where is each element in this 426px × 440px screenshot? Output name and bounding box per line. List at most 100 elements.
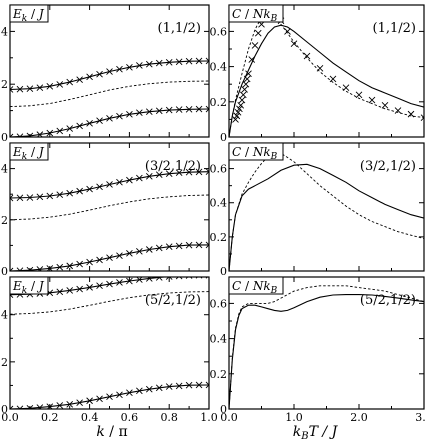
data-point-marker: [155, 277, 163, 281]
data-point-marker: [106, 114, 113, 122]
data-point-marker: [155, 244, 163, 252]
data-point-marker: [56, 288, 64, 296]
y-tick-label: 0.2: [210, 368, 228, 381]
data-point-marker: [56, 402, 64, 409]
data-point-marker: [46, 192, 54, 200]
panel-annotation: (3/2,1/2): [360, 159, 416, 174]
data-point-marker: [355, 91, 363, 99]
y-axis-label-nk: Nk: [252, 7, 271, 21]
y-axis-label: Ek / J: [12, 145, 45, 162]
y-axis-label: C / NkB: [232, 145, 278, 162]
data-point-marker: [116, 178, 123, 186]
data-point-marker: [56, 127, 64, 135]
data-point-marker: [16, 133, 24, 137]
data-point-marker: [106, 393, 113, 401]
y-axis-label-nk: Nk: [252, 145, 271, 159]
y-tick-label: 0.4: [210, 61, 228, 74]
data-point-marker: [195, 168, 203, 176]
y-tick-label: 0: [220, 403, 227, 416]
data-point-marker: [26, 85, 34, 93]
data-point-marker: [26, 194, 34, 201]
data-point-marker: [329, 75, 337, 83]
data-point-marker: [136, 109, 143, 117]
x-tick-label: 0.2: [41, 411, 59, 424]
y-axis-label-c: C: [232, 145, 241, 159]
y-axis-label-frame: [9, 276, 49, 295]
data-point-marker: [165, 170, 173, 178]
data-point-marker: [96, 117, 103, 124]
data-point-marker: [165, 277, 173, 280]
data-point-marker: [10, 267, 14, 271]
data-point-marker: [66, 189, 74, 197]
data-point-marker: [155, 171, 163, 179]
data-point-marker: [394, 107, 402, 114]
data-point-marker: [165, 243, 173, 250]
data-point-marker: [136, 277, 143, 283]
y-tick-label: 0: [1, 131, 8, 144]
x-axis-label-right-rest: T / J: [309, 424, 339, 440]
data-point-marker: [381, 102, 389, 109]
dashed-series-line: [229, 152, 424, 271]
y-axis-label-e: E: [12, 279, 22, 293]
y-axis-label-j: J: [36, 145, 45, 159]
data-point-marker: [116, 279, 123, 286]
y-axis-label-sub: B: [270, 286, 278, 296]
data-point-marker: [66, 287, 74, 294]
data-point-marker: [56, 81, 64, 88]
y-axis-label-box: Ek / J: [9, 142, 49, 162]
x-axis-label-right-sub: B: [300, 431, 308, 440]
data-point-marker: [175, 242, 183, 250]
data-point-marker: [126, 63, 133, 71]
data-point-marker: [116, 252, 123, 259]
axis-labels-layer: k / π kBT / J: [96, 424, 338, 440]
data-point-marker: [236, 105, 243, 113]
y-axis-label-slash: /: [241, 7, 253, 21]
data-point-marker: [248, 56, 256, 63]
data-point-marker: [56, 191, 64, 199]
y-axis-label-box: Ek / J: [9, 276, 49, 296]
solid-series-line: [229, 163, 424, 271]
x-tick-label: 0.4: [81, 411, 99, 424]
solid-series-line: [10, 60, 209, 91]
panel-annotation: (1,1/2): [158, 21, 201, 36]
y-tick-label: 4: [1, 25, 8, 38]
data-point-marker: [116, 112, 123, 120]
data-point-marker: [66, 125, 74, 132]
data-point-marker: [185, 57, 193, 65]
y-axis-label-j: J: [36, 279, 45, 293]
x-tick-label: 1.0: [285, 411, 303, 424]
data-point-marker: [126, 250, 133, 257]
solid-series-line: [229, 294, 424, 409]
data-point-marker: [66, 78, 74, 86]
data-point-marker: [242, 80, 250, 88]
panel-2: 0 0.2 0.4 0.6 C / NkB (1,1/2): [210, 4, 425, 144]
data-point-marker: [46, 82, 54, 90]
data-point-marker: [36, 404, 44, 409]
data-point-marker: [303, 52, 311, 60]
data-point-marker: [126, 277, 133, 285]
data-point-marker: [10, 133, 14, 137]
panel-annotation: (3/2,1/2): [145, 159, 201, 174]
data-point-marker: [175, 106, 183, 113]
data-point-marker: [106, 68, 113, 75]
data-point-marker: [145, 277, 153, 282]
data-point-marker: [76, 399, 83, 406]
data-point-marker: [316, 65, 324, 72]
data-point-marker: [46, 403, 54, 409]
data-point-marker: [205, 381, 209, 389]
y-tick-label: 2: [1, 356, 8, 369]
data-point-marker: [136, 247, 143, 255]
data-point-marker: [66, 262, 74, 270]
panel-4: 0 0.2 0.4 0.6 C / NkB (3/2,1/2): [210, 142, 425, 278]
y-axis-label-sub: k: [22, 286, 27, 296]
data-point-marker: [145, 385, 153, 393]
data-point-marker: [205, 277, 208, 279]
data-point-marker: [16, 405, 24, 409]
data-point-marker: [245, 70, 252, 77]
data-point-marker: [145, 246, 153, 253]
data-point-marker: [185, 277, 193, 279]
panel-annotation: (5/2,1/2): [360, 293, 416, 308]
data-point-marker: [185, 241, 193, 249]
data-point-marker: [76, 260, 83, 268]
data-point-marker: [290, 40, 298, 48]
